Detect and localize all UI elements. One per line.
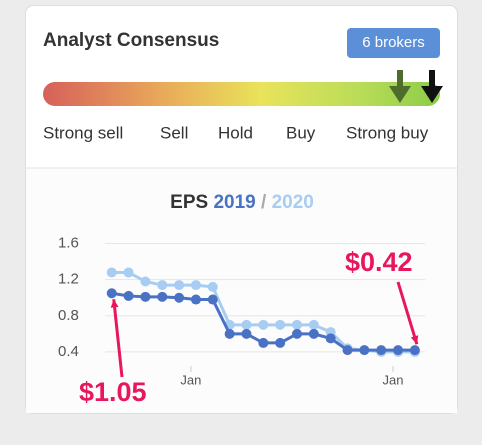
broker-badge[interactable]: [347, 28, 440, 58]
chart-title-part: 2019: [213, 192, 255, 213]
annotation-arrowhead: [110, 299, 119, 308]
y-tick-label: 1.2: [58, 271, 79, 288]
data-point: [241, 319, 252, 330]
data-point: [275, 337, 286, 348]
card-title: Analyst Consensus: [43, 30, 219, 51]
data-point: [123, 267, 134, 278]
consensus-label: Strong buy: [346, 123, 429, 142]
data-point: [224, 328, 235, 339]
data-point: [258, 319, 269, 330]
annotation-arrow: [396, 281, 419, 345]
rating-arrow: [389, 70, 411, 103]
data-point: [207, 281, 218, 292]
data-point: [190, 280, 201, 291]
data-point: [292, 328, 302, 339]
annotation: $0.42: [345, 247, 413, 277]
data-point: [106, 267, 117, 278]
data-point: [140, 276, 151, 287]
rating-arrow: [421, 70, 443, 103]
data-point: [359, 345, 370, 356]
consensus-label: Hold: [218, 123, 253, 142]
data-point: [241, 328, 252, 339]
annotation: $1.05: [79, 377, 147, 407]
data-point: [275, 319, 286, 330]
data-point: [342, 345, 353, 356]
y-tick-label: 0.4: [58, 343, 79, 360]
eps-chart: EPS 2019 / 2020 0.4 0.8 1.2 1.6 Jan Jan $1.05 $0…: [58, 192, 425, 408]
consensus-label: Sell: [160, 123, 188, 142]
consensus-label: Buy: [286, 123, 316, 142]
annotation-arrow: [112, 299, 124, 378]
consensus-label: Strong sell: [43, 123, 123, 142]
chart-title-part: 2020: [272, 192, 314, 213]
data-point: [123, 290, 134, 301]
data-point: [157, 291, 168, 302]
chart-title: EPS 2019 / 2020: [170, 192, 314, 213]
data-point: [207, 294, 218, 305]
data-point: [325, 333, 336, 344]
data-point: [308, 328, 319, 339]
chart-title-part: EPS: [170, 192, 208, 213]
data-point: [393, 345, 404, 356]
data-point: [190, 294, 201, 305]
data-point: [157, 280, 168, 291]
broker-badge-text: 6 brokers: [362, 34, 425, 51]
data-point: [409, 345, 420, 356]
x-tick-label: Jan: [180, 372, 201, 387]
consensus-bar: [43, 82, 440, 106]
annotation-arrowhead: [410, 335, 419, 345]
data-point: [258, 337, 269, 348]
data-point: [174, 280, 185, 291]
y-tick-label: 1.6: [58, 235, 79, 252]
data-point: [292, 319, 302, 330]
data-point: [106, 288, 117, 299]
chart-panel: [26, 168, 457, 413]
data-point: [174, 292, 185, 303]
x-tick-label: Jan: [383, 372, 404, 387]
chart-title-part: /: [261, 192, 267, 213]
data-point: [376, 345, 387, 356]
y-tick-label: 0.8: [58, 307, 79, 324]
data-point: [308, 319, 319, 330]
data-point: [140, 291, 151, 302]
